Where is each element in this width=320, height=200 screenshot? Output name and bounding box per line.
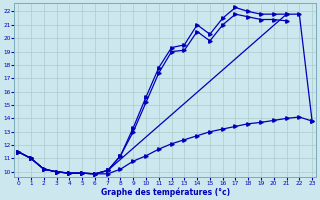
X-axis label: Graphe des températures (°c): Graphe des températures (°c) <box>100 187 230 197</box>
